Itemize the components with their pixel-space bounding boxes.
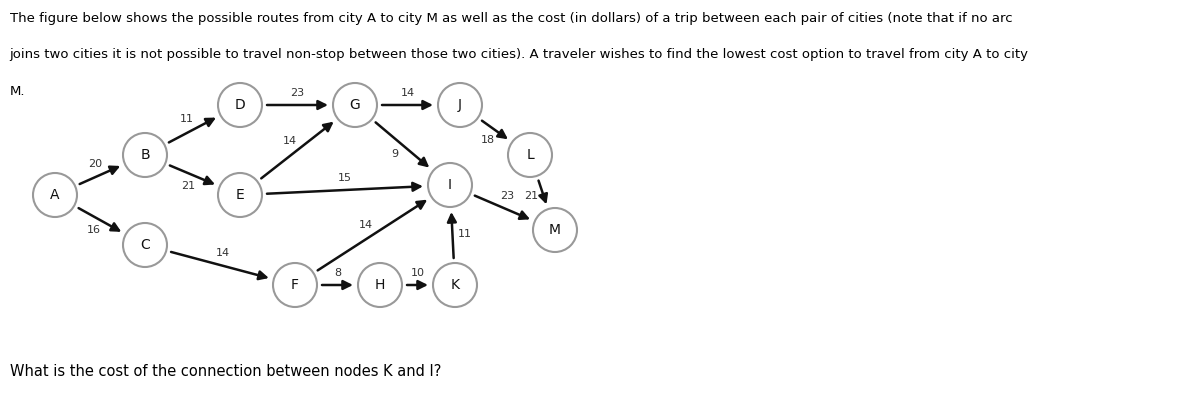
Circle shape	[124, 223, 167, 267]
Text: 23: 23	[290, 88, 305, 98]
Circle shape	[124, 133, 167, 177]
Circle shape	[438, 83, 482, 127]
Text: What is the cost of the connection between nodes K and I?: What is the cost of the connection betwe…	[10, 364, 440, 379]
Text: 21: 21	[524, 191, 538, 201]
Text: 16: 16	[88, 225, 101, 236]
Text: The figure below shows the possible routes from city A to city M as well as the : The figure below shows the possible rout…	[10, 12, 1013, 25]
Text: C: C	[140, 238, 150, 252]
Text: 10: 10	[410, 268, 425, 278]
Text: 20: 20	[88, 159, 102, 169]
Text: 9: 9	[391, 149, 398, 159]
Text: E: E	[235, 188, 245, 202]
Text: I: I	[448, 178, 452, 192]
Text: F: F	[292, 278, 299, 292]
Text: 15: 15	[337, 173, 352, 183]
Text: 18: 18	[481, 135, 496, 145]
Circle shape	[218, 83, 262, 127]
Text: M: M	[550, 223, 562, 237]
Text: D: D	[235, 98, 245, 112]
Text: B: B	[140, 148, 150, 162]
Text: joins two cities it is not possible to travel non-stop between those two cities): joins two cities it is not possible to t…	[10, 48, 1028, 61]
Text: A: A	[50, 188, 60, 202]
Text: 11: 11	[457, 229, 472, 240]
Text: 8: 8	[334, 268, 341, 278]
Text: L: L	[526, 148, 534, 162]
Text: M.: M.	[10, 85, 25, 98]
Circle shape	[34, 173, 77, 217]
Text: 14: 14	[283, 136, 298, 145]
Text: 14: 14	[216, 248, 230, 259]
Text: 23: 23	[500, 191, 515, 202]
Text: K: K	[450, 278, 460, 292]
Circle shape	[533, 208, 577, 252]
Circle shape	[218, 173, 262, 217]
Circle shape	[358, 263, 402, 307]
Text: G: G	[349, 98, 360, 112]
Text: J: J	[458, 98, 462, 112]
Text: H: H	[374, 278, 385, 292]
Circle shape	[334, 83, 377, 127]
Circle shape	[274, 263, 317, 307]
Circle shape	[433, 263, 478, 307]
Circle shape	[508, 133, 552, 177]
Text: 11: 11	[180, 114, 194, 124]
Text: 14: 14	[359, 220, 373, 230]
Text: 14: 14	[401, 88, 414, 98]
Text: 21: 21	[181, 181, 194, 191]
Circle shape	[428, 163, 472, 207]
